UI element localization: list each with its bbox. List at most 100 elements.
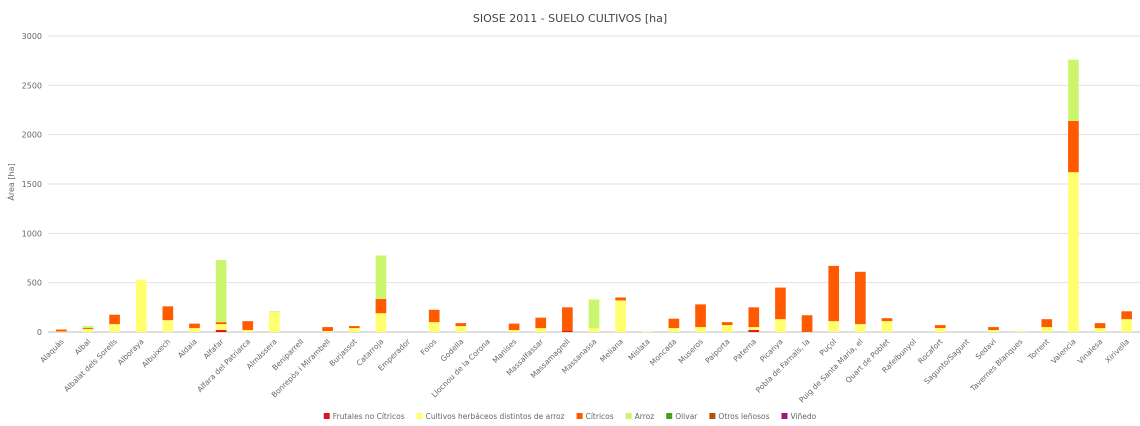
legend-item: Arroz <box>625 412 654 421</box>
x-tick-label: Foios <box>419 337 439 357</box>
bar-segment <box>1014 331 1026 332</box>
bar-segment <box>562 307 573 332</box>
x-tick-label: Albuixech <box>140 337 172 369</box>
x-tick-label: Vinalesa <box>1076 337 1105 366</box>
x-tick-label: Albalat dels Sorells <box>62 337 119 394</box>
bar-segment <box>348 326 360 329</box>
bar-segment <box>348 328 360 332</box>
bar-segment <box>855 324 866 332</box>
bar-segment <box>455 326 467 332</box>
legend-label: Olivar <box>675 412 698 421</box>
y-tick-label: 500 <box>27 279 42 288</box>
bar-segment <box>934 325 946 329</box>
bar-segment <box>215 322 227 325</box>
x-tick-label: Alaquàs <box>38 337 66 365</box>
y-tick-label: 2500 <box>22 81 42 90</box>
bar-segment <box>428 309 440 323</box>
x-tick-label: Tavernes Blanques <box>968 337 1025 394</box>
bar-segment <box>375 255 387 299</box>
legend-item: Cultivos herbáceos distintos de arroz <box>416 412 565 421</box>
bar-segment <box>828 321 840 332</box>
bar-segment <box>615 300 626 332</box>
bar-segment <box>535 328 547 332</box>
bar-segment <box>695 304 706 328</box>
x-tick-label: Museros <box>677 337 705 365</box>
legend-item: Otros leñosos <box>709 412 770 421</box>
bar-segment <box>109 324 120 332</box>
x-tick-label: Godella <box>439 337 466 364</box>
x-tick-label: Puçol <box>818 337 838 357</box>
x-tick-label: Alfara del Patriarca <box>195 337 252 394</box>
bar-segment <box>588 299 600 329</box>
x-tick-label: Aldaia <box>176 337 199 360</box>
gridlines <box>48 35 1140 333</box>
bar-segment <box>562 331 573 332</box>
bar-segment <box>1041 327 1053 332</box>
bar-segment <box>189 323 200 329</box>
bar-segment <box>1041 319 1053 328</box>
chart-title: SIOSE 2011 - SUELO CULTIVOS [ha] <box>473 12 667 25</box>
y-tick-label: 0 <box>37 328 42 337</box>
bar-segment <box>109 314 120 325</box>
x-tick-label: Paiporta <box>703 337 731 365</box>
legend-swatch <box>416 413 423 419</box>
x-tick-label: Moncada <box>648 337 678 367</box>
bar-segment <box>375 313 387 332</box>
legend-swatch <box>709 413 716 419</box>
legend-swatch <box>666 413 673 419</box>
bar-segment <box>881 321 893 332</box>
bar-segment <box>535 317 547 329</box>
legend-item: Olivar <box>666 412 698 421</box>
bar-segment <box>82 329 94 332</box>
bar-segment <box>668 328 680 332</box>
x-tick-label: Mislata <box>626 337 651 362</box>
bar-segment <box>881 318 893 322</box>
bar-segment <box>721 325 733 332</box>
bar-segment <box>988 330 999 332</box>
bar-segment <box>721 322 733 326</box>
x-tick-label: Valencia <box>1049 337 1078 366</box>
bar-segment <box>55 329 67 332</box>
bar-segment <box>775 319 786 332</box>
legend-swatch <box>625 413 632 419</box>
bar-segment <box>934 328 946 332</box>
x-tick-label: Picanya <box>758 337 785 364</box>
bar-segment <box>375 298 387 314</box>
bar-segment <box>1068 120 1079 173</box>
legend-label: Viñedo <box>790 412 816 421</box>
legend: Frutales no Cítricos Cultivos herbáceos d… <box>323 412 817 421</box>
y-tick-label: 2000 <box>22 131 42 140</box>
bar-segment <box>189 328 200 332</box>
legend-swatch <box>781 413 788 419</box>
legend-label: Frutales no Cítricos <box>333 412 405 421</box>
bar-segment <box>748 307 760 328</box>
bar-segment <box>428 322 440 332</box>
x-tick-label: Albal <box>73 337 93 357</box>
x-tick-label: Paterna <box>732 337 759 364</box>
bar-segment <box>1068 172 1079 332</box>
legend-swatch <box>576 413 583 419</box>
legend-swatch <box>323 413 330 419</box>
bar-segment <box>215 324 227 331</box>
bar-segment <box>748 330 760 332</box>
bar-segment <box>322 331 333 332</box>
bar-segment <box>162 320 174 332</box>
bar-segment <box>1068 59 1079 121</box>
bar-segment <box>668 318 680 329</box>
x-tick-label: Sedaví <box>974 336 999 361</box>
bar-segment <box>855 271 866 325</box>
bar-segment <box>1121 319 1133 332</box>
bar-series <box>55 59 1133 332</box>
bar-segment <box>695 327 706 332</box>
y-tick-label: 3000 <box>22 32 42 41</box>
bar-segment <box>748 327 760 331</box>
legend-label: Cítricos <box>586 412 614 421</box>
bar-segment <box>508 330 520 332</box>
bar-segment <box>1094 323 1106 329</box>
bar-segment <box>215 330 227 332</box>
bar-segment <box>455 323 467 327</box>
bar-segment <box>162 306 174 321</box>
